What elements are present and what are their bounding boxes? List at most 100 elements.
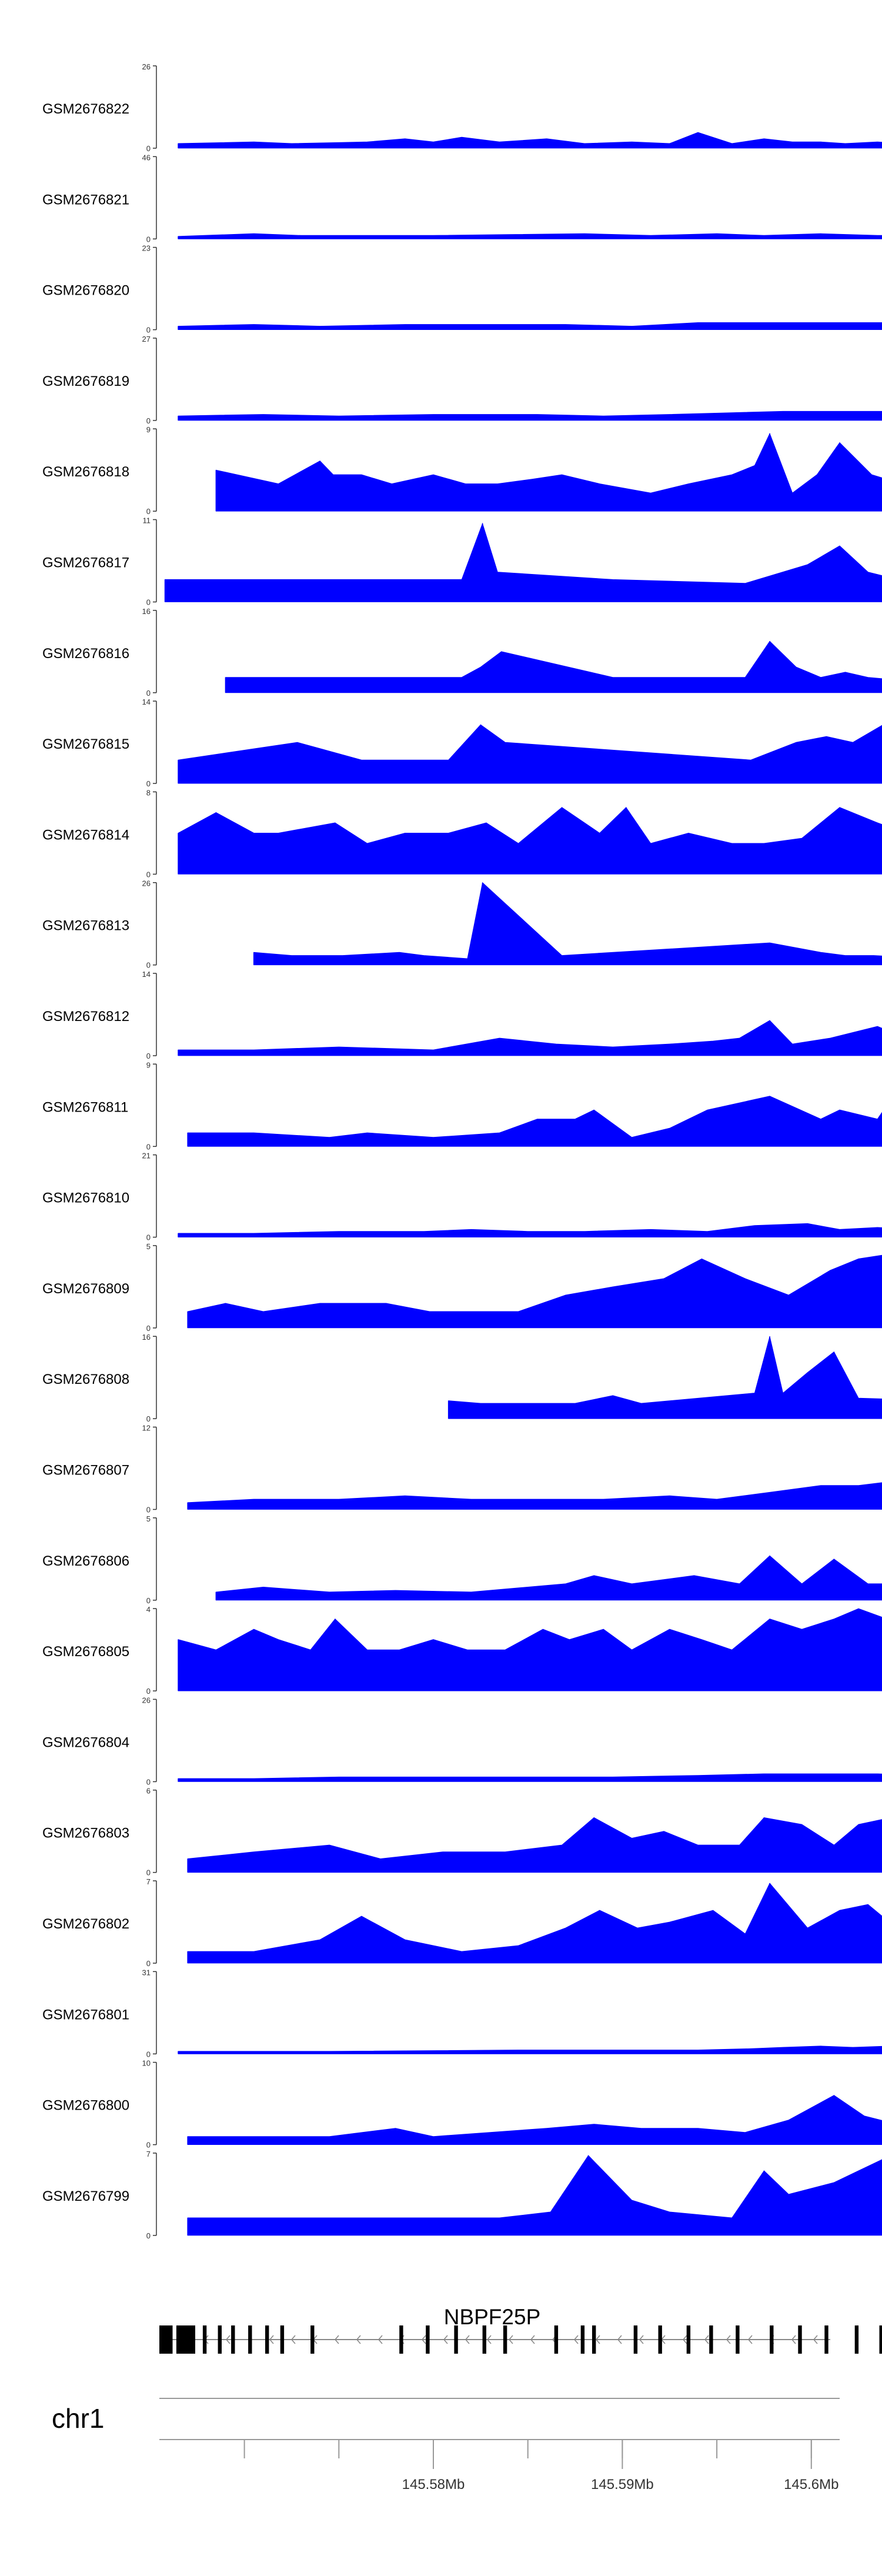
y-tick-label-zero: 0 [146, 598, 151, 607]
track-GSM2676805: GSM2676805 4 0 [42, 1605, 882, 1696]
sample-label: GSM2676822 [42, 101, 129, 117]
y-tick-label-max: 26 [142, 1696, 151, 1704]
track-GSM2676811: GSM2676811 9 0 [42, 1060, 882, 1151]
y-tick-label-max: 12 [142, 1424, 151, 1433]
coverage-area [253, 882, 882, 966]
coverage-area [178, 1223, 882, 1237]
gene-exon [798, 2325, 802, 2354]
strand-arrow [377, 2335, 383, 2344]
track-GSM2676822: GSM2676822 26 0 [42, 62, 882, 153]
track-GSM2676818: GSM2676818 9 0 [42, 425, 882, 516]
track-GSM2676813: GSM2676813 26 0 [42, 879, 882, 970]
gene-exon [633, 2325, 638, 2354]
strand-arrow [508, 2335, 513, 2344]
strand-arrow [465, 2335, 470, 2344]
sample-label: GSM2676807 [42, 1463, 129, 1479]
gene-exon [824, 2325, 828, 2354]
y-tick-label-zero: 0 [146, 1506, 151, 1514]
strand-arrow [573, 2335, 579, 2344]
gene-exon [854, 2325, 859, 2354]
y-tick-label-max: 16 [142, 1333, 151, 1342]
sample-label: GSM2676817 [42, 555, 129, 571]
strand-arrow [704, 2335, 709, 2344]
y-tick-label-max: 6 [146, 1787, 151, 1796]
coverage-area [178, 2046, 882, 2054]
y-tick-label-max: 7 [146, 2150, 151, 2158]
track-GSM2676808: GSM2676808 16 0 [42, 1333, 882, 1423]
strand-arrow [290, 2335, 296, 2344]
coverage-area [448, 1336, 882, 1419]
gene-exon [159, 2325, 173, 2354]
gene-exon [686, 2325, 691, 2354]
sample-label: GSM2676802 [42, 1916, 129, 1932]
track-GSM2676799: GSM2676799 7 0 [42, 2150, 882, 2240]
track-GSM2676802: GSM2676802 7 0 [42, 1877, 882, 1968]
track-GSM2676815: GSM2676815 14 0 [42, 698, 882, 788]
y-tick-label-zero: 0 [146, 1596, 151, 1605]
gene-exon [176, 2325, 195, 2354]
gene-exon [709, 2325, 713, 2354]
track-GSM2676804: GSM2676804 26 0 [42, 1696, 882, 1786]
gene-annotation-track: NBPF25P [159, 2305, 882, 2354]
coverage-area [216, 432, 882, 512]
gene-exon [454, 2325, 458, 2354]
gene-exon [202, 2325, 207, 2354]
track-GSM2676801: GSM2676801 31 0 [42, 1968, 882, 2058]
coverage-area [187, 2095, 882, 2145]
y-tick-label-zero: 0 [146, 144, 151, 153]
gene-exon [554, 2325, 559, 2354]
coverage-area [187, 1096, 882, 1147]
track-GSM2676816: GSM2676816 16 0 [42, 607, 882, 698]
y-tick-label-zero: 0 [146, 689, 151, 698]
strand-arrow [269, 2335, 274, 2344]
track-GSM2676812: GSM2676812 14 0 [42, 970, 882, 1060]
coverage-area [225, 640, 882, 693]
sample-label: GSM2676813 [42, 918, 129, 934]
gene-exon [770, 2325, 774, 2354]
coverage-area [187, 2155, 882, 2236]
strand-arrow [682, 2335, 687, 2344]
sample-label: GSM2676812 [42, 1009, 129, 1025]
y-tick-label-zero: 0 [146, 416, 151, 425]
coverage-area [178, 1773, 882, 1782]
sample-label: GSM2676811 [42, 1099, 128, 1115]
y-tick-label-zero: 0 [146, 1687, 151, 1696]
coverage-tracks: GSM2676822260GSM2676821460GSM2676820230G… [42, 62, 882, 2240]
y-tick-label-max: 23 [142, 244, 151, 253]
strand-arrow [791, 2335, 796, 2344]
sample-label: GSM2676804 [42, 1734, 129, 1750]
strand-arrow [334, 2335, 339, 2344]
coverage-area [187, 1254, 882, 1329]
y-tick-label-max: 27 [142, 335, 151, 343]
coverage-area [178, 807, 882, 875]
gene-exon [248, 2325, 252, 2354]
gene-exon [231, 2325, 235, 2354]
genome-axis-track: chr1 145.58Mb 145.59Mb 145.6Mb [52, 2398, 840, 2492]
sample-label: GSM2676799 [42, 2188, 129, 2204]
y-tick-label-max: 9 [146, 1060, 151, 1069]
coverage-area [187, 1482, 882, 1510]
gene-exon [265, 2325, 269, 2354]
track-GSM2676814: GSM2676814 8 0 [42, 788, 882, 879]
sample-label: GSM2676814 [42, 827, 129, 843]
sample-label: GSM2676806 [42, 1553, 129, 1569]
y-tick-label-max: 4 [146, 1605, 151, 1614]
sample-label: GSM2676818 [42, 464, 129, 480]
y-tick-label-zero: 0 [146, 1414, 151, 1423]
gene-exon [736, 2325, 740, 2354]
strand-arrow [443, 2335, 448, 2344]
y-tick-label-max: 5 [146, 1242, 151, 1251]
y-tick-label-zero: 0 [146, 870, 151, 879]
y-tick-label-zero: 0 [146, 2050, 151, 2058]
y-tick-label-max: 10 [142, 2059, 151, 2068]
strand-arrow [595, 2335, 600, 2344]
coverage-area [178, 233, 882, 239]
track-GSM2676817: GSM2676817 11 0 [42, 516, 882, 607]
track-GSM2676800: GSM2676800 10 0 [42, 2059, 882, 2150]
coverage-area [187, 1817, 882, 1873]
coverage-area [178, 724, 882, 784]
y-tick-label-zero: 0 [146, 779, 151, 788]
y-tick-label-max: 9 [146, 425, 151, 434]
y-tick-label-zero: 0 [146, 1142, 151, 1151]
strand-arrow [486, 2335, 492, 2344]
